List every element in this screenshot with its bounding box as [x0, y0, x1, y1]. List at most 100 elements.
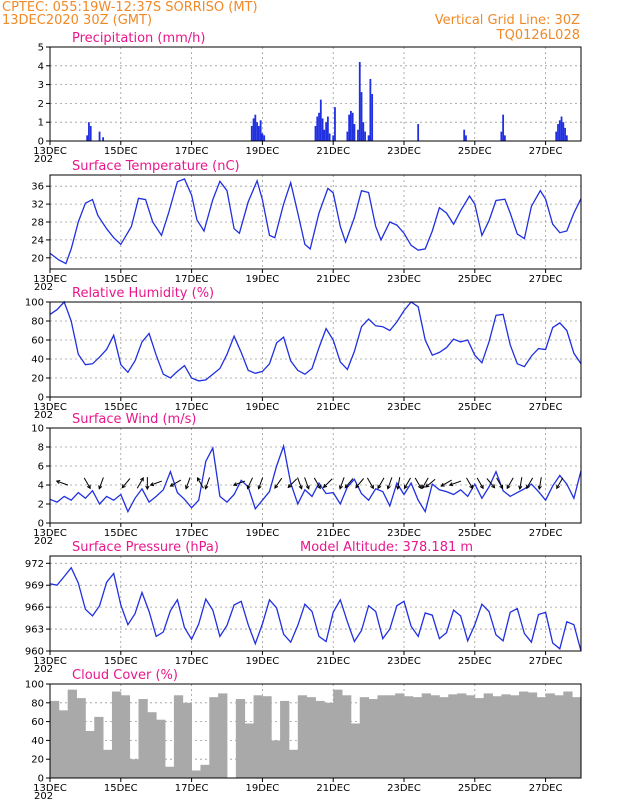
x-tick-label: 15DEC — [104, 528, 138, 539]
cloud-cover-bar — [377, 695, 387, 778]
precipitation-bar — [465, 135, 467, 141]
wind-arrow — [136, 477, 144, 489]
cloud-cover-bar — [359, 697, 369, 778]
cloud-cover-bar — [457, 693, 467, 778]
precipitation-bar — [348, 114, 351, 141]
wind-arrow — [344, 478, 354, 489]
x-tick-label: 17DEC — [175, 656, 209, 667]
y-tick-label: 960 — [25, 647, 44, 658]
pressure-frame — [49, 555, 582, 652]
wind-arrow — [556, 477, 564, 490]
x-tick-label: 23DEC — [387, 528, 421, 539]
precipitation-bar — [463, 129, 466, 141]
precipitation-bar — [102, 137, 104, 141]
y-tick-label: 6 — [38, 462, 44, 473]
precipitation-bar — [362, 122, 365, 141]
temperature-panel: 20 24 28 32 36 13DEC 15DEC 17DEC 19DEC 21DEC 23DEC… — [31, 159, 582, 293]
cloud-cover-bar — [58, 710, 69, 778]
x-tick-label: 23DEC — [387, 783, 421, 794]
precipitation-bar — [323, 129, 326, 141]
precipitation-bar — [261, 133, 264, 141]
cloud-cover-bar — [333, 689, 343, 778]
cloud-cover-bar — [288, 749, 299, 778]
precipitation-bar — [98, 131, 101, 141]
x-tick-label: 23DEC — [387, 274, 421, 285]
x-tick-label: 27DEC — [529, 528, 563, 539]
x-tick-label: 23DEC — [387, 656, 421, 667]
cloud-cover-bar — [519, 691, 529, 778]
wind-arrow — [98, 477, 104, 490]
cloud-cover-bar — [262, 696, 272, 778]
wind-arrow — [196, 477, 204, 489]
x-tick-label: 23DEC — [387, 146, 421, 157]
wind-arrow — [386, 477, 393, 490]
wind-arrow — [366, 477, 374, 490]
precipitation-bar — [259, 120, 262, 141]
x-tick-label: 13DEC — [33, 656, 67, 667]
wind-arrow — [518, 477, 523, 491]
x-year-label-cut: 202 — [34, 791, 53, 800]
wind-arrow — [55, 480, 69, 486]
x-tick-label: 21DEC — [316, 656, 350, 667]
y-tick-label: 24 — [31, 235, 44, 246]
y-tick-label: 969 — [25, 581, 44, 592]
precipitation-bar — [263, 135, 266, 141]
x-tick-label: 25DEC — [458, 274, 492, 285]
x-tick-label: 21DEC — [316, 402, 350, 413]
wind-arrow — [287, 478, 298, 489]
cloud-cover-bar — [111, 691, 122, 778]
x-tick-label: 21DEC — [316, 528, 350, 539]
y-tick-label: 100 — [25, 680, 44, 691]
cloud-cover-bar — [545, 693, 555, 778]
cloud-cover-bar — [209, 697, 219, 778]
y-tick-label: 1 — [38, 118, 44, 129]
y-tick-label: 0 — [38, 393, 44, 404]
y-tick-label: 8 — [38, 443, 44, 454]
x-tick-label: 27DEC — [529, 274, 563, 285]
cloud-cover-bar — [554, 695, 564, 778]
wind-arrow — [476, 477, 484, 490]
precipitation-bar — [321, 118, 324, 141]
x-tick-label: 21DEC — [316, 783, 350, 794]
x-tick-label: 13DEC — [33, 146, 67, 157]
precipitation-bar — [319, 99, 322, 141]
cloud-cover-bar — [492, 696, 502, 778]
cloud-cover-bar — [306, 697, 316, 778]
wind-arrow — [257, 477, 264, 490]
header-code: TQ0126L028 — [496, 28, 580, 43]
x-tick-label: 17DEC — [175, 274, 209, 285]
header-station: CPTEC: 055:19W-12:37S SORRISO (MT) — [2, 0, 258, 15]
wind-arrow — [421, 477, 429, 490]
temperature-series-line — [49, 178, 582, 265]
x-tick-label: 19DEC — [246, 402, 280, 413]
cloud-cover-bar — [324, 702, 334, 778]
header-date: 13DEC2020 30Z (GMT) — [2, 13, 152, 28]
precipitation-bar — [325, 122, 328, 141]
cloud-cover-bar — [315, 700, 325, 778]
x-tick-label: 17DEC — [175, 783, 209, 794]
y-tick-label: 4 — [38, 61, 44, 72]
precipitation-bar — [318, 112, 320, 141]
y-tick-label: 10 — [31, 424, 44, 435]
precipitation-bar — [565, 135, 568, 141]
cloud-cover-bar — [147, 712, 157, 778]
cloud-cover-bar — [412, 697, 423, 778]
precipitation-bar — [328, 133, 331, 141]
humidity-panel: 0 20 40 60 80 100 13DEC 15DEC 17DEC 19DEC 21DEC 23D… — [25, 286, 582, 421]
cloud-cover-bar — [120, 695, 131, 778]
precipitation-bar — [88, 122, 90, 141]
cloud-cover-bar — [421, 693, 431, 778]
cloud-cover-bar — [430, 695, 440, 778]
y-tick-label: 3 — [38, 80, 44, 91]
cloud-cover-bar — [395, 693, 405, 778]
cloud-cover-bar — [253, 695, 263, 778]
cloud-cover-bar — [182, 702, 192, 778]
precipitation-bar — [557, 124, 559, 141]
wind-arrow — [274, 477, 283, 489]
cloud-cover-bar — [191, 770, 201, 778]
y-tick-label: 80 — [31, 698, 44, 709]
model-altitude-annotation: Model Altitude: 378.181 m — [300, 540, 473, 555]
precipitation-bar — [252, 118, 255, 141]
precipitation-frame — [49, 46, 582, 142]
precipitation-bar — [326, 116, 329, 141]
